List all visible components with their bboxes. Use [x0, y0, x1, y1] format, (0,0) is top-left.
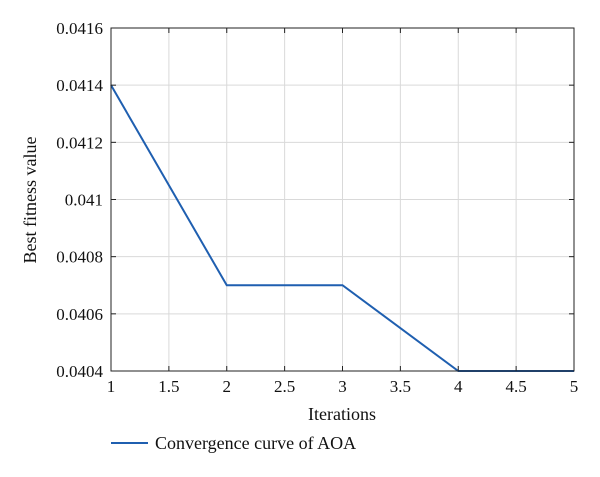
y-tick-label: 0.0414 [56, 76, 103, 95]
y-tick-label: 0.0406 [56, 305, 103, 324]
x-axis-tick-labels: 1 1.5 2 2.5 3 3.5 4 4.5 5 [107, 377, 579, 396]
y-axis-tick-labels: 0.0404 0.0406 0.0408 0.041 0.0412 0.0414 0.041… [56, 19, 103, 381]
y-tick-label: 0.0404 [56, 362, 103, 381]
y-tick-label: 0.0408 [56, 248, 103, 267]
grid [110, 27, 575, 372]
axis-ticks [110, 27, 575, 372]
x-tick-label: 1 [107, 377, 116, 396]
x-tick-label: 4 [454, 377, 463, 396]
y-tick-label: 0.041 [65, 191, 103, 210]
x-tick-label: 5 [570, 377, 579, 396]
y-tick-label: 0.0416 [56, 19, 103, 38]
x-tick-label: 4.5 [506, 377, 527, 396]
x-tick-label: 3 [338, 377, 347, 396]
legend-label: Convergence curve of AOA [155, 433, 356, 453]
x-tick-label: 1.5 [158, 377, 179, 396]
x-tick-label: 3.5 [390, 377, 411, 396]
x-tick-label: 2 [223, 377, 232, 396]
x-axis-label: Iterations [308, 404, 376, 424]
y-axis-label: Best fitness value [20, 137, 40, 264]
x-tick-label: 2.5 [274, 377, 295, 396]
y-tick-label: 0.0412 [56, 133, 103, 152]
legend: Convergence curve of AOA [111, 433, 356, 453]
